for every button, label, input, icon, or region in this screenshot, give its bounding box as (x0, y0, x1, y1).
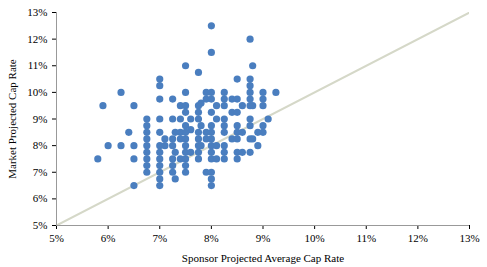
svg-text:5%: 5% (33, 219, 48, 231)
svg-text:13%: 13% (459, 232, 479, 244)
svg-text:10%: 10% (305, 232, 325, 244)
svg-text:12%: 12% (408, 232, 428, 244)
svg-text:6%: 6% (33, 192, 48, 204)
svg-text:Market Projected Cap Rate: Market Projected Cap Rate (6, 59, 18, 179)
svg-text:11%: 11% (28, 59, 48, 71)
svg-text:5%: 5% (49, 232, 64, 244)
svg-text:9%: 9% (256, 232, 271, 244)
svg-text:12%: 12% (27, 33, 47, 45)
svg-text:10%: 10% (27, 86, 47, 98)
svg-text:Sponsor Projected Average Cap: Sponsor Projected Average Cap Rate (182, 252, 344, 264)
svg-text:6%: 6% (101, 232, 116, 244)
svg-text:7%: 7% (152, 232, 167, 244)
svg-text:13%: 13% (27, 6, 47, 18)
svg-text:7%: 7% (33, 166, 48, 178)
svg-text:9%: 9% (33, 113, 48, 125)
svg-text:8%: 8% (33, 139, 48, 151)
svg-text:11%: 11% (356, 232, 376, 244)
svg-text:8%: 8% (204, 232, 219, 244)
